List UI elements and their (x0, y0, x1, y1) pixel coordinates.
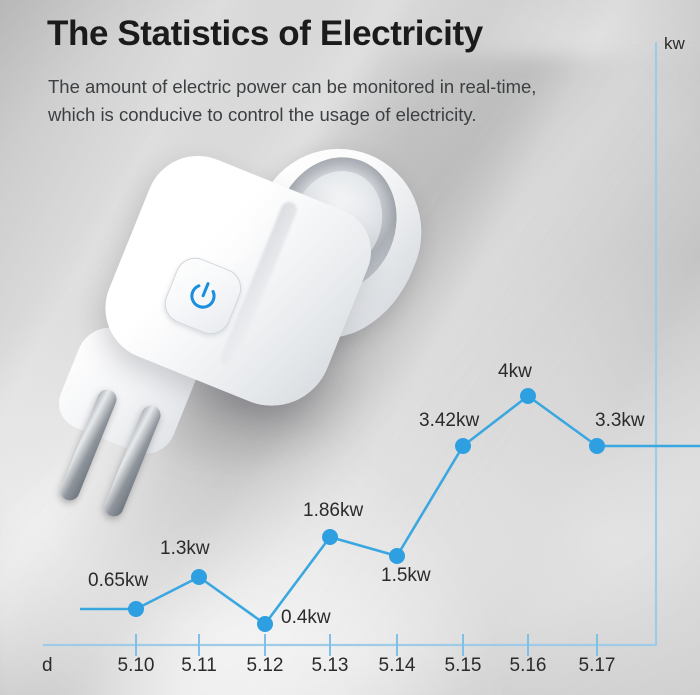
point-value-label-2: 0.4kw (281, 607, 331, 628)
point-value-label-5: 3.42kw (419, 410, 480, 431)
x-axis-ticks (135, 634, 598, 656)
data-point (455, 438, 471, 454)
power-icon (190, 282, 216, 309)
x-tick-label-7: 5.17 (578, 655, 616, 676)
data-point (257, 616, 273, 632)
smart-plug-product-image (51, 123, 455, 542)
x-tick-label-4: 5.14 (378, 655, 416, 676)
plug-power-button (158, 251, 248, 341)
point-value-label-0: 0.65kw (88, 570, 149, 591)
page-title: The Statistics of Electricity (47, 14, 483, 53)
point-value-label-4: 1.5kw (381, 565, 431, 586)
data-point (322, 529, 338, 545)
x-tick-label-2: 5.12 (246, 655, 284, 676)
point-value-label-7: 3.3kw (595, 410, 645, 431)
x-tick-label-5: 5.15 (444, 655, 482, 676)
x-tick-label-3: 5.13 (311, 655, 349, 676)
data-point (128, 601, 144, 617)
data-point (389, 548, 405, 564)
point-value-label-1: 1.3kw (160, 538, 210, 559)
data-point (191, 569, 207, 585)
x-axis-origin-label: d (42, 655, 53, 676)
subtitle-line-1: The amount of electric power can be moni… (48, 76, 537, 97)
data-point (589, 438, 605, 454)
point-value-label-6: 4kw (498, 361, 532, 382)
series-line (134, 394, 599, 626)
x-tick-label-6: 5.16 (509, 655, 547, 676)
x-tick-label-0: 5.10 (117, 655, 155, 676)
series-points (128, 388, 605, 632)
subtitle-line-2: which is conducive to control the usage … (48, 104, 477, 125)
point-value-label-3: 1.86kw (303, 500, 364, 521)
x-tick-label-1: 5.11 (181, 655, 217, 676)
page-subtitle: The amount of electric power can be moni… (48, 73, 658, 129)
y-axis-unit-label: kw (664, 34, 685, 53)
data-point (520, 388, 536, 404)
